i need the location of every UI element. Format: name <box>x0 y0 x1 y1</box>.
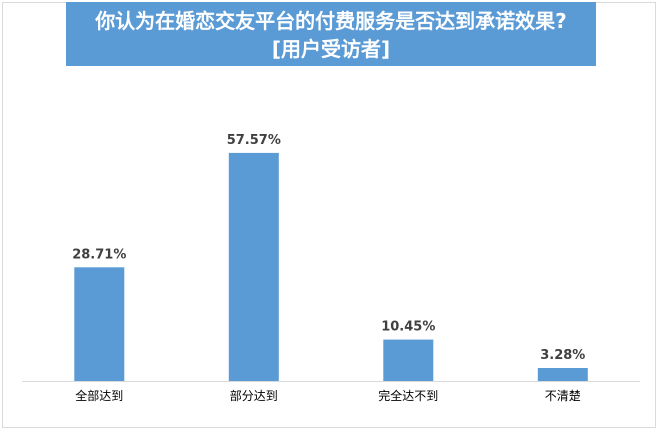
category-label-3: 完全达不到 <box>378 388 438 403</box>
value-label-2: 57.57% <box>227 133 281 148</box>
category-label-2: 部分达到 <box>230 388 278 403</box>
bar-3 <box>383 339 434 381</box>
value-label-4: 3.28% <box>540 348 585 363</box>
bar-2 <box>228 152 279 381</box>
value-label-1: 28.71% <box>72 247 126 262</box>
bar-4 <box>537 368 588 381</box>
category-label-4: 不清楚 <box>545 389 581 403</box>
bar-1 <box>74 267 125 381</box>
chart-title-band: 你认为在婚恋交友平台的付费服务是否达到承诺效果? [用户受访者] <box>66 2 596 66</box>
chart-title: 你认为在婚恋交友平台的付费服务是否达到承诺效果? <box>95 9 567 33</box>
chart-subtitle: [用户受访者] <box>271 37 391 61</box>
category-label-1: 全部达到 <box>75 388 123 403</box>
value-label-3: 10.45% <box>381 320 435 335</box>
